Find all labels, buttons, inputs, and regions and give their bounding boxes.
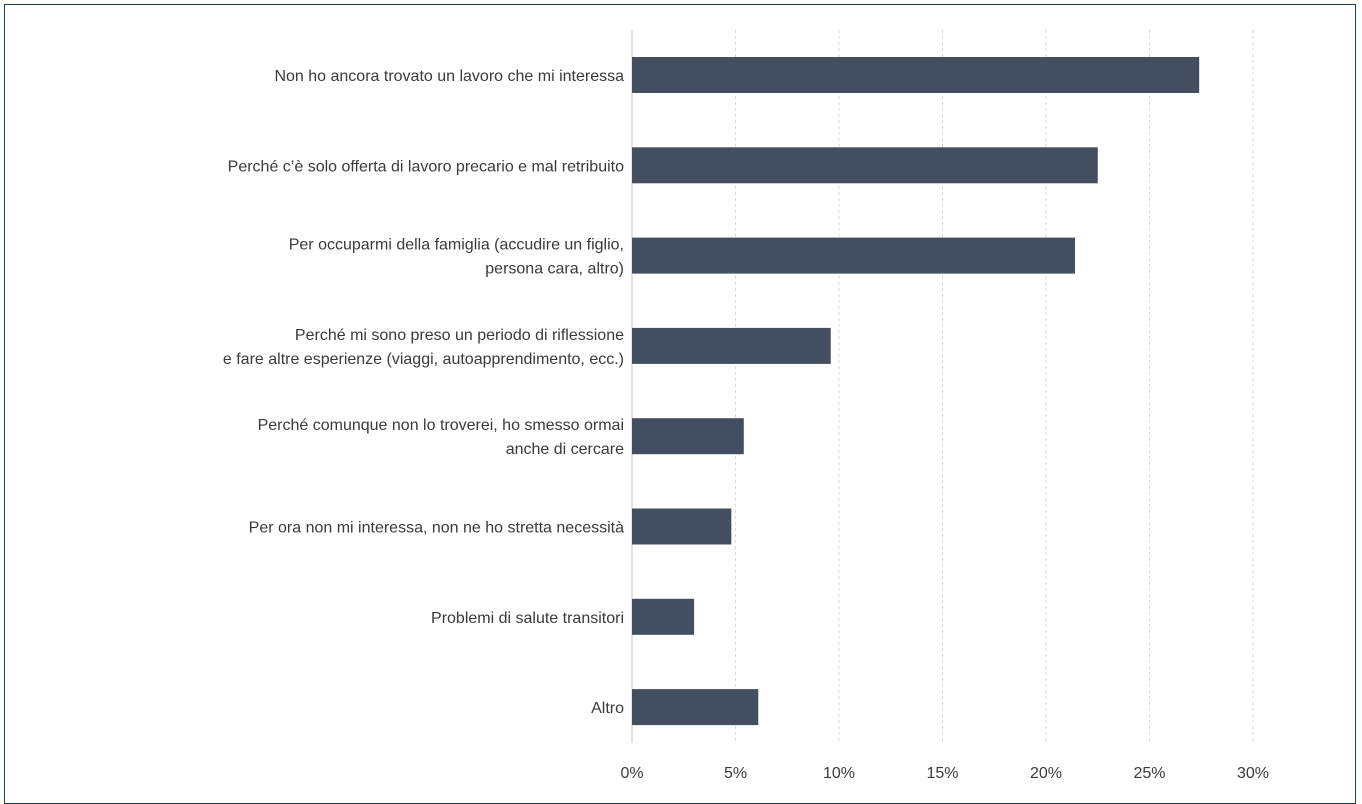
x-tick-label: 0% [620,765,643,782]
x-tick-label: 20% [1030,765,1062,782]
x-tick-label: 10% [823,765,855,782]
category-label-line: anche di cercare [506,441,624,458]
x-tick-label: 15% [926,765,958,782]
category-label-line: e fare altre esperienze (viaggi, autoapp… [223,351,624,368]
category-label-line: Non ho ancora trovato un lavoro che mi i… [274,68,624,85]
category-label: Perché c’è solo offerta di lavoro precar… [228,158,624,175]
bars [632,57,1200,726]
bar [632,598,695,635]
category-label: Per ora non mi interessa, non ne ho stre… [249,520,624,537]
category-label-line: persona cara, altro) [485,261,624,278]
category-label-line: Per occuparmi della famiglia (accudire u… [289,237,624,254]
category-label-line: Perché comunque non lo troverei, ho smes… [258,417,624,434]
category-label: Perché mi sono preso un periodo di rifle… [223,327,624,368]
category-label: Per occuparmi della famiglia (accudire u… [289,237,624,278]
category-label: Perché comunque non lo troverei, ho smes… [258,417,625,458]
bar [632,689,759,726]
bar [632,147,1098,184]
x-tick-label: 25% [1133,765,1165,782]
chart-frame [4,4,1356,804]
category-label: Problemi di salute transitori [431,610,624,627]
bar [632,327,831,364]
x-tick-label: 30% [1237,765,1269,782]
category-label-line: Perché mi sono preso un periodo di rifle… [295,327,624,344]
category-label-line: Problemi di salute transitori [431,610,624,627]
category-label: Non ho ancora trovato un lavoro che mi i… [274,68,624,85]
bar [632,237,1075,274]
category-label-line: Altro [591,700,624,717]
category-label-line: Perché c’è solo offerta di lavoro precar… [228,158,624,175]
bar [632,418,744,455]
category-labels: Non ho ancora trovato un lavoro che mi i… [223,68,624,717]
gridlines [631,30,1254,743]
x-tick-label: 5% [724,765,747,782]
bar [632,508,732,545]
category-label: Altro [591,700,624,717]
x-tick-labels: 0% 5% 10% 15% 20% 25% 30% [620,765,1269,782]
bar [632,57,1200,93]
category-label-line: Per ora non mi interessa, non ne ho stre… [249,520,624,537]
